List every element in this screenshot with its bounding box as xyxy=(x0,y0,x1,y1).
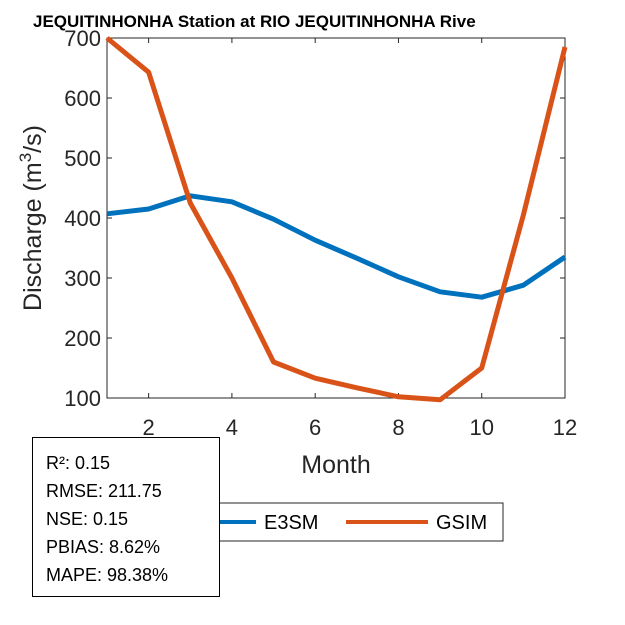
x-tick-label: 4 xyxy=(226,415,238,440)
y-tick-label: 300 xyxy=(64,266,101,291)
y-tick-label: 600 xyxy=(64,86,101,111)
legend-label-e3sm: E3SM xyxy=(264,512,318,534)
y-tick-label: 500 xyxy=(64,146,101,171)
y-axis-label: Discharge (m3/s) xyxy=(16,125,47,311)
metrics-annotation-box: R²: 0.15 RMSE: 211.75 NSE: 0.15 PBIAS: 8… xyxy=(32,437,220,597)
legend-label-gsim: GSIM xyxy=(436,512,487,534)
chart-title: JEQUITINHONHA Station at RIO JEQUITINHON… xyxy=(33,12,476,31)
y-tick-label: 200 xyxy=(64,326,101,351)
y-tick-label: 400 xyxy=(64,206,101,231)
x-tick-label: 6 xyxy=(309,415,321,440)
series-line-gsim xyxy=(105,36,568,403)
metric-r2: R²: 0.15 xyxy=(46,453,111,473)
series-line-e3sm xyxy=(106,193,567,300)
y-tick-label: 700 xyxy=(64,26,101,51)
metric-rmse: RMSE: 211.75 xyxy=(46,481,162,501)
metric-mape: MAPE: 98.38% xyxy=(46,565,169,585)
x-tick-label: 2 xyxy=(143,415,155,440)
metric-pbias: PBIAS: 8.62% xyxy=(46,537,161,557)
x-tick-label: 12 xyxy=(553,415,577,440)
x-axis-label: Month xyxy=(301,451,370,479)
metric-nse: NSE: 0.15 xyxy=(46,509,129,529)
x-tick-label: 10 xyxy=(469,415,493,440)
x-tick-label: 8 xyxy=(392,415,404,440)
plot-area xyxy=(106,37,566,399)
y-tick-label: 100 xyxy=(64,386,101,411)
